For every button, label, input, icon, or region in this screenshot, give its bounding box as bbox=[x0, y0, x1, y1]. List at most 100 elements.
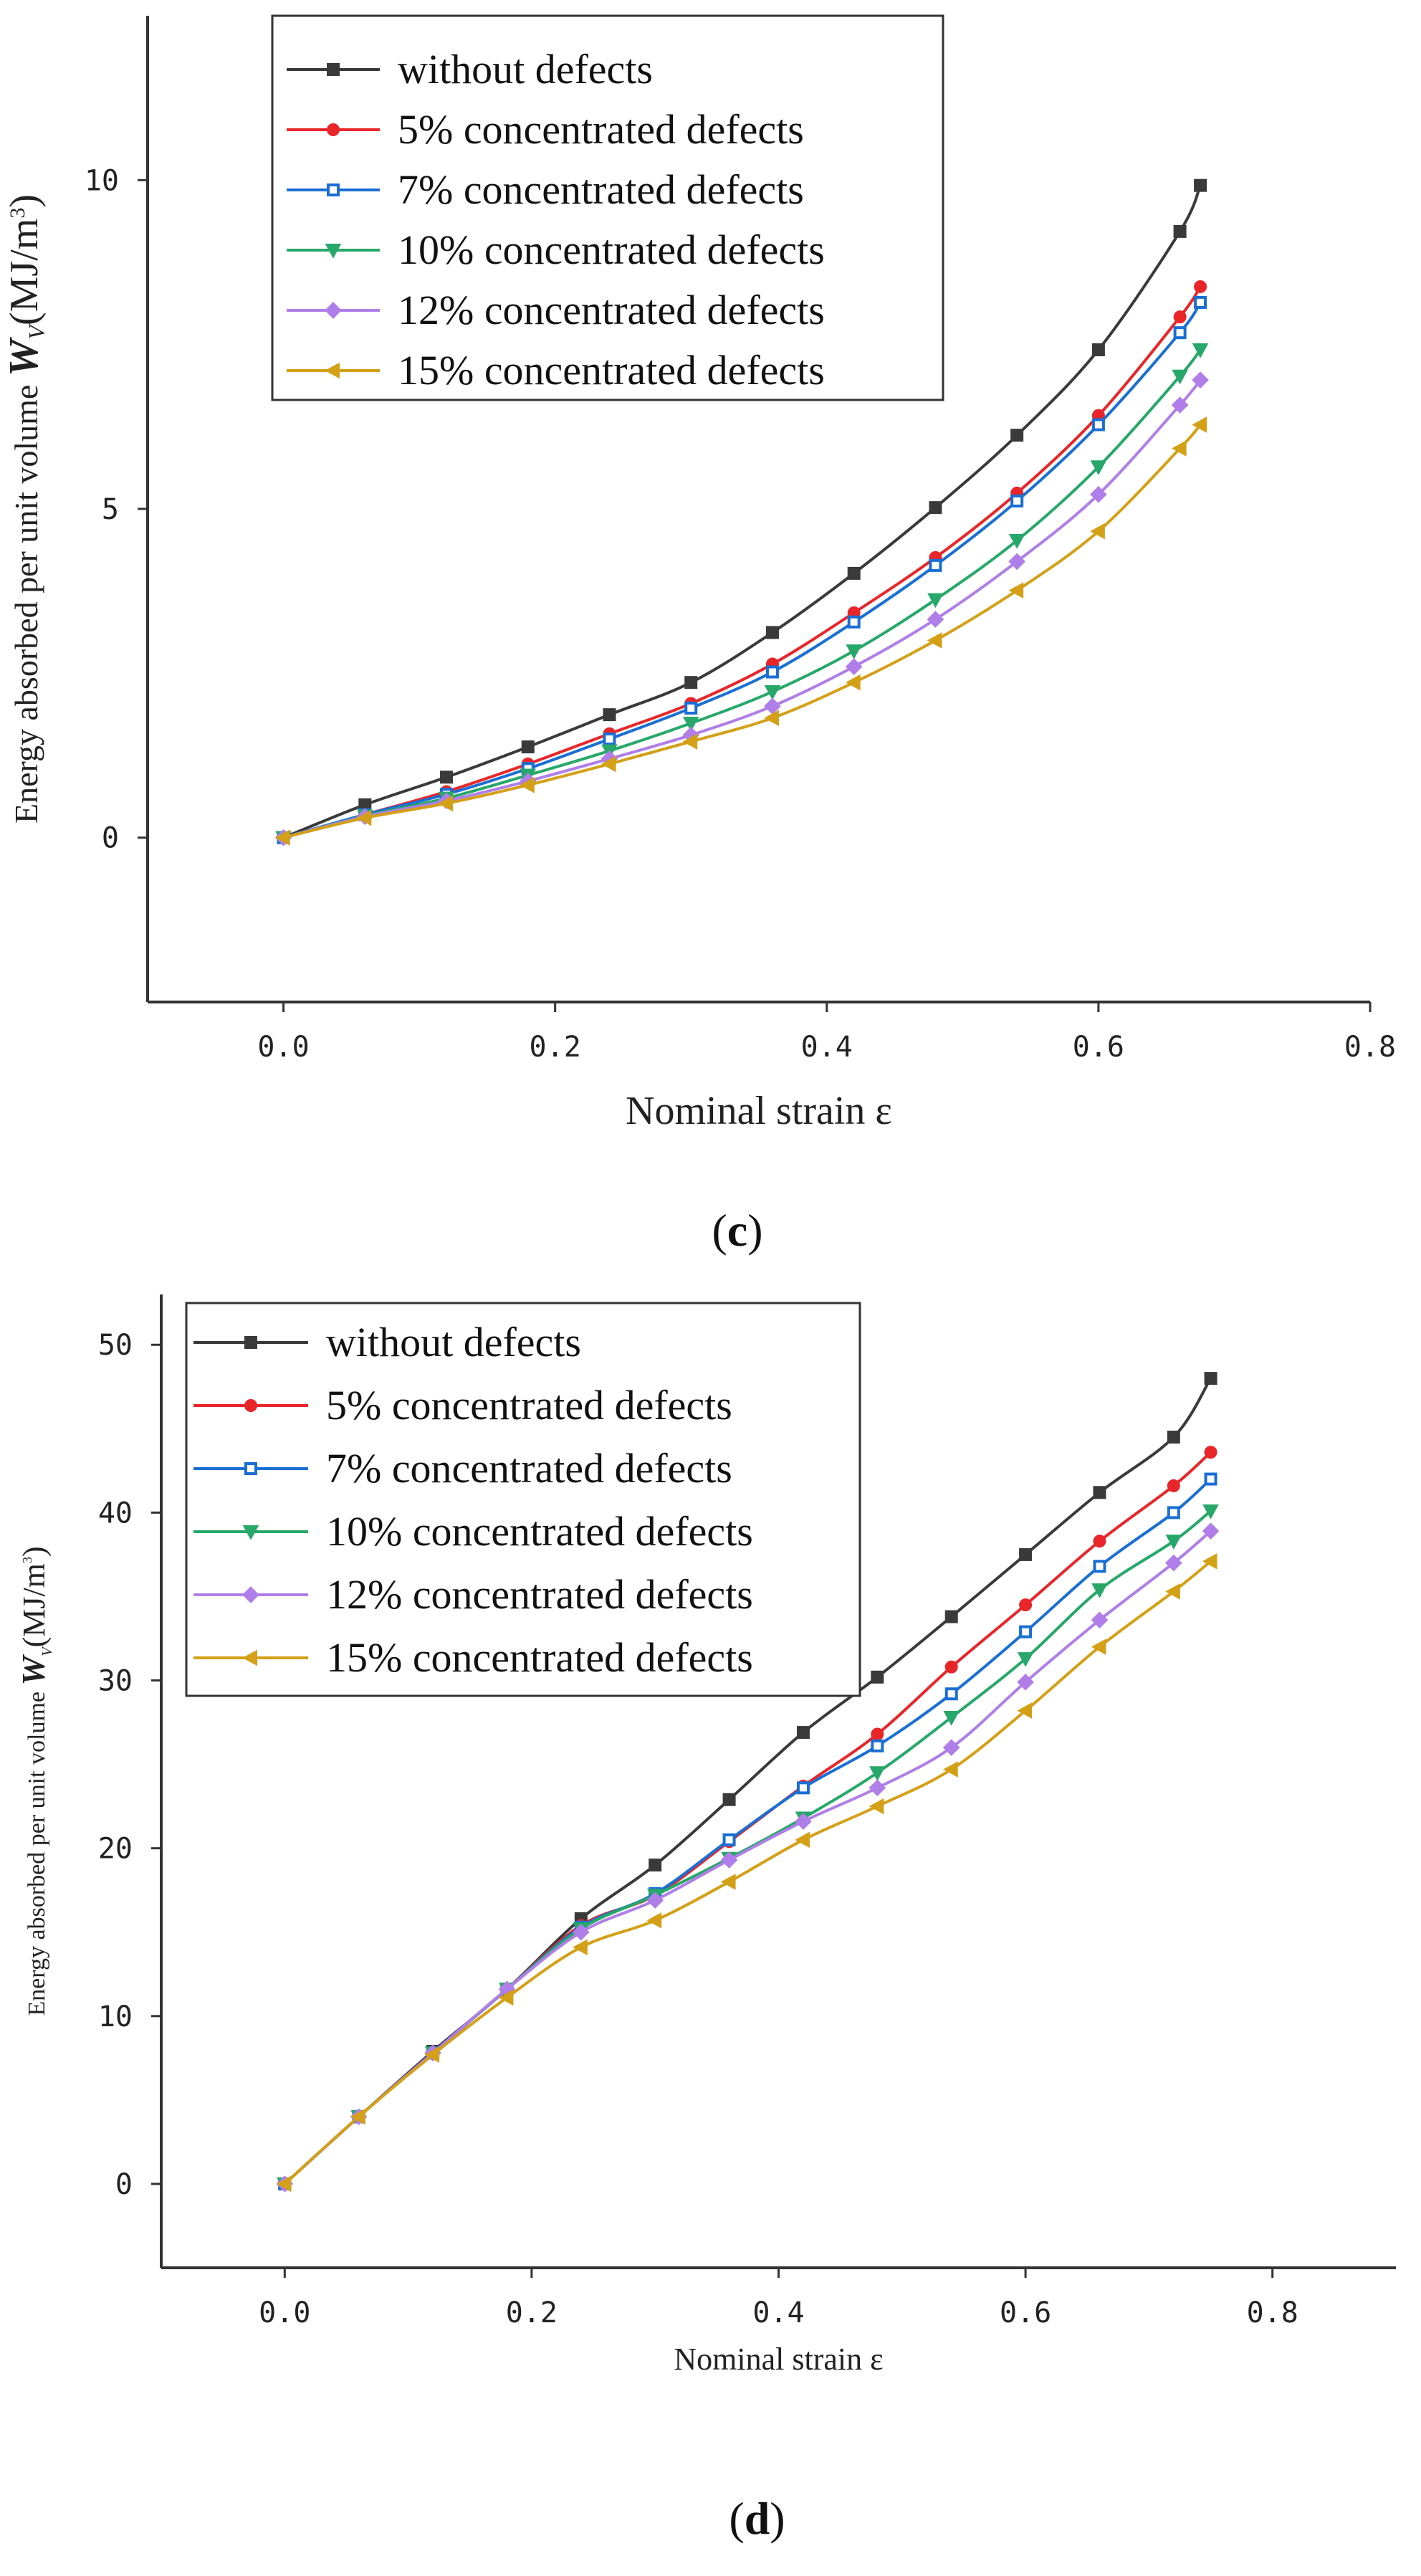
legend-label: 12% concentrated defects bbox=[398, 287, 825, 333]
data-point bbox=[521, 740, 535, 754]
series-line bbox=[283, 348, 1202, 839]
data-point bbox=[943, 1761, 958, 1778]
legend-marker bbox=[242, 1586, 259, 1603]
y-tick-label: 10 bbox=[85, 164, 119, 197]
data-point bbox=[845, 658, 863, 675]
data-point bbox=[1008, 534, 1025, 549]
y-tick-label: 30 bbox=[98, 1665, 133, 1698]
x-tick-label: 0.2 bbox=[530, 1031, 581, 1064]
data-point bbox=[944, 1660, 958, 1674]
data-point bbox=[929, 558, 942, 572]
data-point bbox=[684, 701, 698, 715]
data-point bbox=[1167, 1431, 1180, 1444]
data-point bbox=[1090, 486, 1107, 503]
data-point bbox=[603, 733, 616, 746]
data-point bbox=[649, 1859, 662, 1872]
data-point bbox=[927, 593, 944, 609]
data-point bbox=[520, 776, 535, 793]
data-point bbox=[1008, 582, 1024, 599]
legend-marker bbox=[242, 1525, 259, 1540]
data-point bbox=[1172, 369, 1188, 385]
data-point bbox=[438, 795, 454, 812]
data-point bbox=[1090, 523, 1105, 540]
data-point bbox=[1019, 1625, 1033, 1638]
panel-label: (d) bbox=[729, 2493, 785, 2544]
data-point bbox=[846, 674, 861, 691]
legend-marker bbox=[325, 302, 342, 319]
legend-label: 12% concentrated defects bbox=[326, 1571, 753, 1618]
legend-marker bbox=[244, 1399, 257, 1412]
data-point bbox=[1090, 460, 1107, 475]
data-point bbox=[720, 1874, 736, 1890]
data-point bbox=[796, 1726, 810, 1740]
data-point bbox=[1194, 295, 1207, 309]
data-point bbox=[1091, 1583, 1108, 1598]
data-point bbox=[1091, 343, 1105, 357]
data-point bbox=[871, 1727, 884, 1741]
data-point bbox=[795, 1813, 812, 1831]
x-tick-label: 0.8 bbox=[1344, 1031, 1396, 1064]
data-point bbox=[1202, 1552, 1217, 1570]
data-point bbox=[765, 626, 779, 639]
data-point bbox=[1202, 1504, 1219, 1520]
data-point bbox=[1192, 416, 1207, 433]
series-4 bbox=[274, 371, 1209, 846]
data-point bbox=[1204, 1372, 1217, 1385]
chart-c: 0.0 0.2 0.4 0.6 0.8 0 5 10 Nominal strain ε Energ… bbox=[0, 14, 1396, 1256]
legend-label: without defects bbox=[326, 1319, 581, 1365]
data-point bbox=[796, 1781, 810, 1795]
data-point bbox=[1204, 1472, 1217, 1486]
legend-label: 10% concentrated defects bbox=[326, 1508, 753, 1555]
data-point bbox=[274, 829, 290, 846]
x-tick-label: 0.4 bbox=[801, 1031, 853, 1064]
x-tick-label: 0.6 bbox=[1000, 2296, 1051, 2329]
y-tick-label: 0 bbox=[102, 822, 119, 855]
data-point bbox=[356, 809, 372, 826]
data-point bbox=[682, 733, 698, 750]
data-point bbox=[1167, 1479, 1180, 1492]
data-point bbox=[424, 2046, 440, 2063]
y-tick-label: 50 bbox=[98, 1329, 133, 1362]
data-point bbox=[1019, 1598, 1033, 1612]
data-point bbox=[1204, 1446, 1217, 1459]
data-point bbox=[722, 1833, 736, 1846]
data-point bbox=[795, 1831, 810, 1848]
data-point bbox=[871, 1739, 884, 1752]
y-tick-label: 40 bbox=[98, 1497, 133, 1530]
data-point bbox=[276, 2175, 292, 2193]
data-point bbox=[722, 1793, 736, 1806]
data-point bbox=[1093, 1486, 1106, 1499]
legend-label: 15% concentrated defects bbox=[398, 347, 825, 393]
legend-marker bbox=[327, 63, 340, 76]
data-point bbox=[944, 1687, 958, 1701]
y-tick-label: 10 bbox=[98, 2000, 133, 2033]
chart-d: 0.0 0.2 0.4 0.6 0.8 0 10 20 30 40 50 Nominal strain… bbox=[15, 1294, 1396, 2544]
data-point bbox=[1008, 553, 1025, 571]
data-point bbox=[498, 1989, 514, 2006]
data-point bbox=[1165, 1535, 1182, 1550]
legend-marker bbox=[327, 183, 340, 196]
legend-marker bbox=[325, 244, 342, 259]
y-axis-label: Energy absorbed per unit volume WV(MJ/m3… bbox=[0, 194, 49, 824]
data-point bbox=[1173, 224, 1187, 238]
legend-label: 10% concentrated defects bbox=[398, 226, 825, 273]
data-point bbox=[682, 717, 699, 732]
series-line bbox=[283, 378, 1202, 839]
legend-marker bbox=[244, 1462, 257, 1475]
legend-label: without defects bbox=[398, 46, 653, 92]
legend-marker bbox=[244, 1336, 257, 1349]
y-tick-label: 5 bbox=[102, 493, 119, 526]
data-point bbox=[1010, 494, 1024, 507]
data-point bbox=[1173, 326, 1187, 340]
data-point bbox=[440, 771, 454, 784]
x-tick-label: 0.8 bbox=[1247, 2296, 1298, 2329]
data-point bbox=[573, 1939, 588, 1956]
x-tick-label: 0.0 bbox=[257, 1031, 309, 1064]
data-point bbox=[1017, 1652, 1034, 1667]
data-point bbox=[1171, 396, 1189, 414]
data-point bbox=[1091, 1611, 1109, 1629]
x-tick-label: 0.6 bbox=[1073, 1031, 1124, 1064]
data-point bbox=[1173, 310, 1187, 324]
data-point bbox=[720, 1851, 738, 1869]
